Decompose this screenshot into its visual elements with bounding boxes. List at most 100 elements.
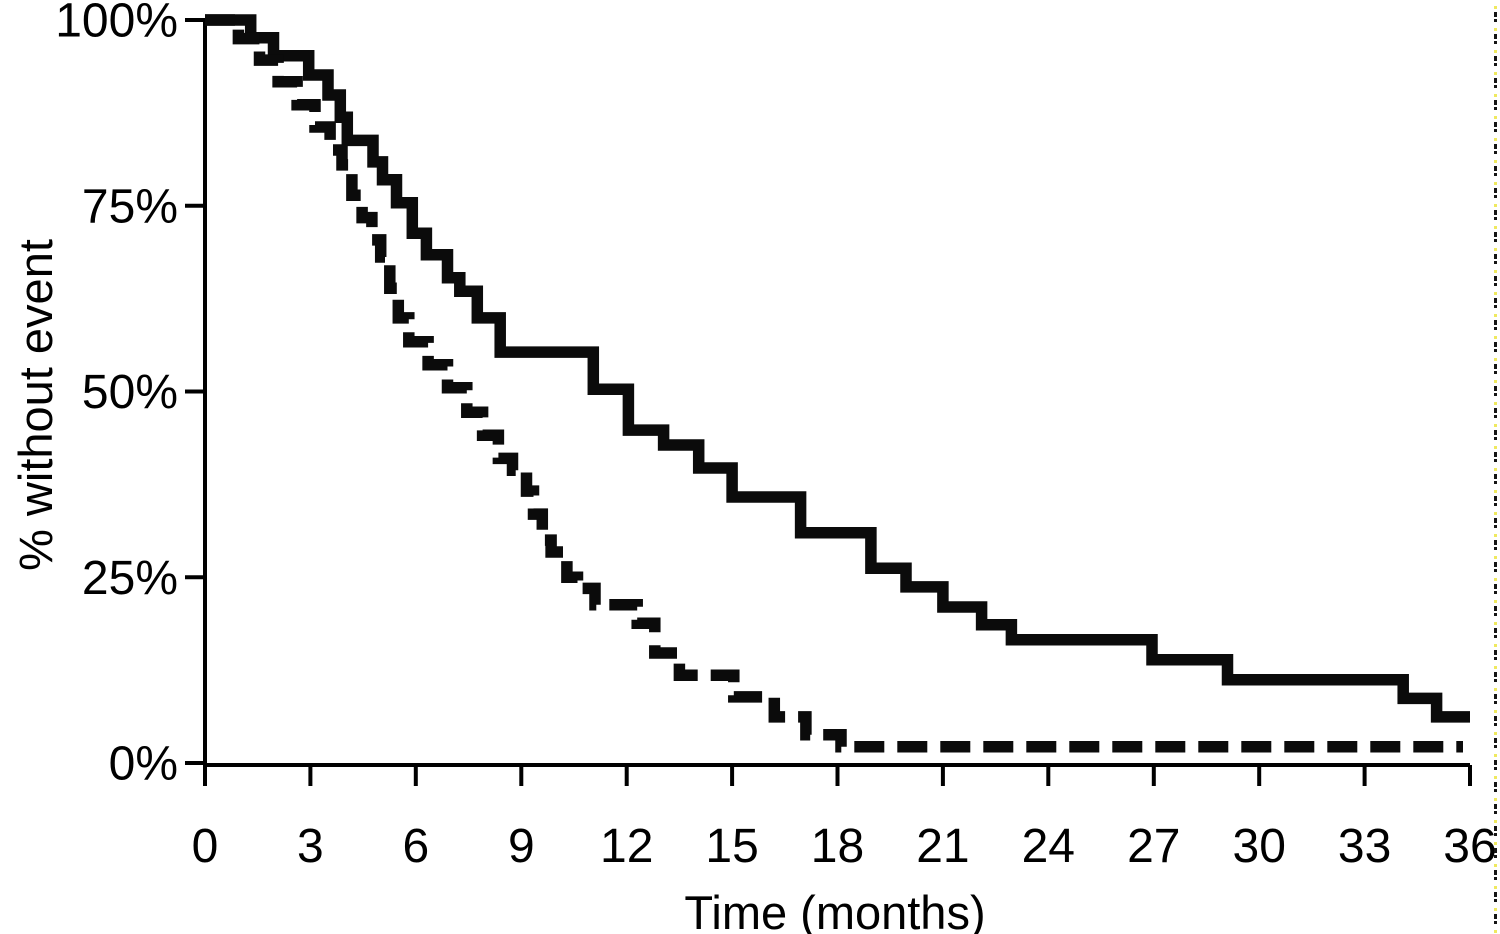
edge-dot-black: [1494, 371, 1497, 374]
edge-dot-black: [1494, 877, 1497, 880]
edge-dot-yellow: [1494, 248, 1497, 251]
edge-dot-black: [1494, 100, 1497, 105]
curves: [205, 14, 1470, 753]
edge-dot-yellow: [1494, 160, 1497, 163]
edge-dot-black: [1494, 56, 1497, 61]
edge-dot-yellow: [1494, 512, 1497, 515]
edge-dot-black: [1494, 349, 1497, 352]
edge-dot-yellow: [1494, 820, 1497, 823]
edge-dot-yellow: [1494, 886, 1497, 889]
tick-labels: 100%75%50%25%0%0 3 6 9 12 15 18 21 24 27 30 33 36: [55, 0, 1496, 873]
edge-dot-black: [1494, 547, 1497, 550]
axes: [185, 18, 1472, 786]
edge-dot-yellow: [1494, 688, 1497, 691]
edge-dot-yellow: [1494, 424, 1497, 427]
edge-dot-black: [1494, 525, 1497, 528]
edge-dot-black: [1494, 870, 1497, 875]
edge-dot-black: [1494, 782, 1497, 787]
x-tick-label: 27: [1127, 820, 1180, 873]
edge-dot-black: [1494, 342, 1497, 347]
edge-dot-yellow: [1494, 600, 1497, 603]
edge-dot-black: [1494, 430, 1497, 435]
edge-dot-yellow: [1494, 534, 1497, 537]
edge-dot-black: [1494, 261, 1497, 264]
edge-dot-black: [1494, 305, 1497, 308]
edge-dot-black: [1494, 217, 1497, 220]
edge-dot-black: [1494, 628, 1497, 633]
edge-dot-black: [1494, 144, 1497, 149]
edge-dot-yellow: [1494, 490, 1497, 493]
edge-dot-black: [1494, 474, 1497, 479]
edge-dot-yellow: [1494, 864, 1497, 867]
edge-dot-black: [1494, 166, 1497, 171]
edge-dot-black: [1494, 672, 1497, 677]
edge-dot-black: [1494, 129, 1497, 132]
edge-dot-black: [1494, 789, 1497, 792]
edge-dot-black: [1494, 833, 1497, 836]
edge-dot-yellow: [1494, 842, 1497, 845]
edge-dot-black: [1494, 239, 1497, 242]
edge-dot-black: [1494, 899, 1497, 902]
edge-dot-yellow: [1494, 270, 1497, 273]
edge-dot-black: [1494, 63, 1497, 66]
edge-dot-black: [1494, 364, 1497, 369]
y-axis-title: % without event: [9, 239, 62, 571]
y-tick-label: 25%: [82, 552, 178, 605]
edge-dot-black: [1494, 716, 1497, 721]
edge-dot-black: [1494, 606, 1497, 611]
edge-dot-yellow: [1494, 380, 1497, 383]
edge-dot-black: [1494, 613, 1497, 616]
edge-dot-yellow: [1494, 336, 1497, 339]
edge-dot-black: [1494, 584, 1497, 589]
edge-dot-yellow: [1494, 578, 1497, 581]
edge-dot-black: [1494, 107, 1497, 110]
edge-dot-black: [1494, 276, 1497, 281]
edge-dot-black: [1494, 738, 1497, 743]
edge-dot-black: [1494, 914, 1497, 919]
edge-dot-yellow: [1494, 358, 1497, 361]
edge-dot-black: [1494, 232, 1497, 237]
edge-dot-black: [1494, 760, 1497, 765]
edge-dot-black: [1494, 723, 1497, 726]
x-tick-label: 33: [1338, 820, 1391, 873]
x-axis-title: Time (months): [684, 886, 985, 934]
edge-dot-black: [1494, 386, 1497, 391]
edge-dot-yellow: [1494, 116, 1497, 119]
x-tick-label: 30: [1233, 820, 1286, 873]
edge-dot-yellow: [1494, 292, 1497, 295]
edge-dot-black: [1494, 518, 1497, 523]
edge-dot-yellow: [1494, 182, 1497, 185]
edge-dot-black: [1494, 635, 1497, 638]
edge-dot-yellow: [1494, 6, 1497, 9]
edge-dot-black: [1494, 459, 1497, 462]
edge-dot-black: [1494, 34, 1497, 39]
edge-dot-black: [1494, 540, 1497, 545]
edge-dot-black: [1494, 283, 1497, 286]
edge-dot-black: [1494, 767, 1497, 770]
edge-dot-yellow: [1494, 754, 1497, 757]
edge-dot-black: [1494, 320, 1497, 325]
edge-dot-yellow: [1494, 710, 1497, 713]
edge-dot-yellow: [1494, 72, 1497, 75]
edge-dot-black: [1494, 19, 1497, 22]
edge-dot-black: [1494, 657, 1497, 660]
edge-dot-yellow: [1494, 468, 1497, 471]
edge-dot-black: [1494, 437, 1497, 440]
edge-dot-black: [1494, 892, 1497, 897]
edge-dot-yellow: [1494, 314, 1497, 317]
edge-dot-yellow: [1494, 138, 1497, 141]
edge-dot-yellow: [1494, 798, 1497, 801]
edge-dot-black: [1494, 562, 1497, 567]
edge-dot-black: [1494, 415, 1497, 418]
edge-dot-black: [1494, 694, 1497, 699]
x-tick-label: 36: [1443, 820, 1496, 873]
edge-dot-black: [1494, 848, 1497, 853]
edge-dot-black: [1494, 569, 1497, 572]
y-tick-label: 75%: [82, 180, 178, 233]
x-tick-label: 6: [402, 820, 429, 873]
edge-dot-black: [1494, 679, 1497, 682]
right-edge-artifact: [1494, 6, 1497, 933]
edge-dot-yellow: [1494, 556, 1497, 559]
